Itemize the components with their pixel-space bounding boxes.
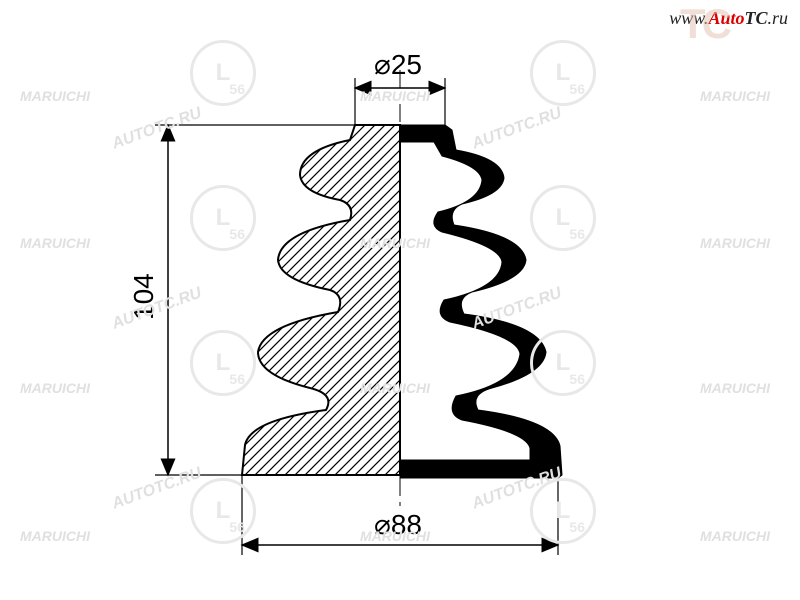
dim-top-diameter: ⌀25: [374, 48, 422, 81]
dim-bottom-diameter: ⌀88: [374, 508, 422, 541]
dim-height: 104: [128, 273, 160, 320]
boot-right-section: [400, 125, 562, 478]
boot-left-outline: [242, 125, 400, 475]
